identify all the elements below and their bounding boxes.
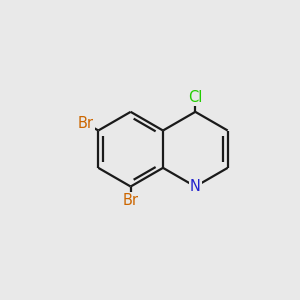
- Text: N: N: [190, 179, 201, 194]
- Text: Cl: Cl: [188, 90, 202, 105]
- Text: Br: Br: [123, 193, 139, 208]
- Text: Br: Br: [78, 116, 94, 131]
